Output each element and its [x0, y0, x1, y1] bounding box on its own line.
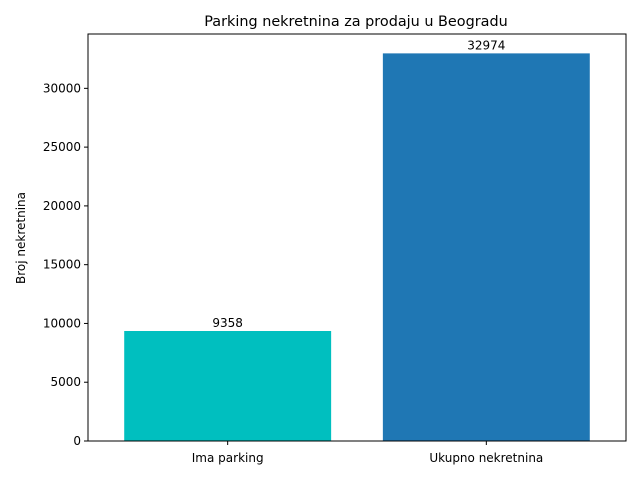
x-axis-ticks: Ima parking Ukupno nekretnina [192, 441, 544, 465]
x-tick-label: Ukupno nekretnina [429, 451, 543, 465]
bar-value-label: 9358 [212, 316, 243, 330]
y-tick-label: 25000 [43, 140, 81, 154]
y-tick-label: 20000 [43, 199, 81, 213]
bar-value-label: 32974 [467, 38, 505, 52]
bars-group [124, 53, 590, 441]
y-tick-label: 30000 [43, 81, 81, 95]
y-axis-ticks: 0 5000 10000 15000 20000 25000 30000 [43, 81, 88, 448]
chart-title: Parking nekretnina za prodaju u Beogradu [204, 14, 507, 30]
x-tick-label: Ima parking [192, 451, 264, 465]
bar-ima-parking [124, 331, 331, 441]
bar-ukupno-nekretnina [383, 53, 590, 441]
y-tick-label: 10000 [43, 316, 81, 330]
y-tick-label: 5000 [50, 375, 81, 389]
y-tick-label: 15000 [43, 258, 81, 272]
y-axis-label: Broj nekretnina [14, 192, 28, 284]
y-tick-label: 0 [73, 434, 81, 448]
